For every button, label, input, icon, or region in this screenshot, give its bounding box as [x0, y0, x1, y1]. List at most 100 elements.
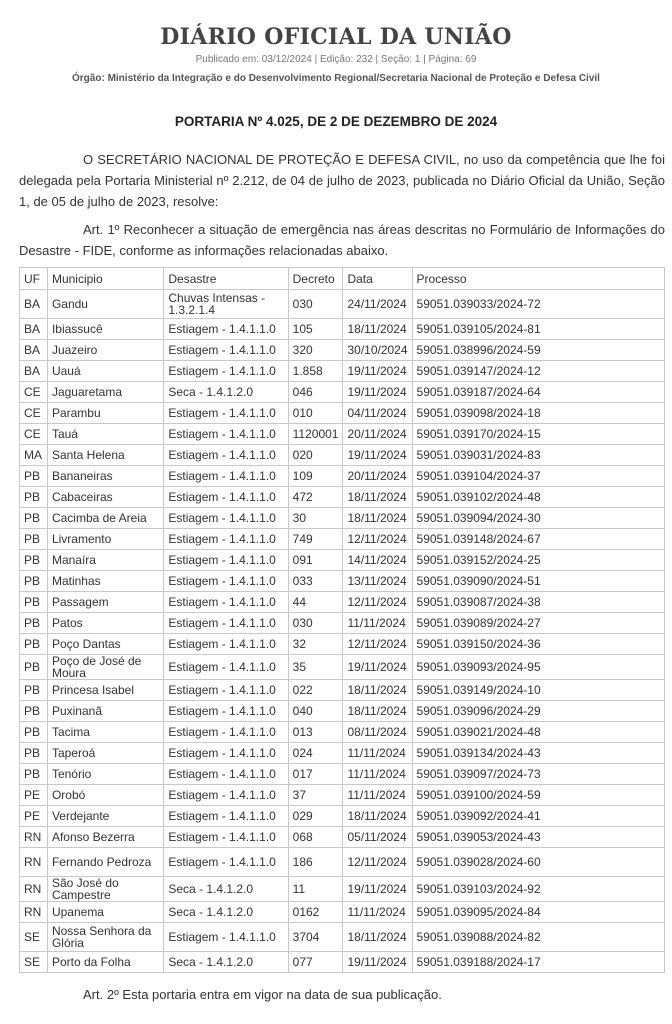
table-cell: 59051.039094/2024-30 — [411, 507, 666, 529]
table-cell: 109 — [287, 465, 344, 487]
table-cell: 59051.039028/2024-60 — [411, 847, 666, 877]
table-row: BA Ibiassucê Estiagem - 1.4.1.1.0 105 18/11/… — [19, 318, 666, 340]
table-row: PB Bananeiras Estiagem - 1.4.1.1.0 109 20/11… — [19, 465, 666, 487]
table-cell: 24/11/2024 — [342, 289, 413, 319]
table-cell: CE — [19, 423, 48, 445]
table-cell: PB — [19, 507, 48, 529]
preamble-text: O SECRETÁRIO NACIONAL DE PROTEÇÃO E DEFE… — [19, 152, 665, 209]
table-cell: PB — [19, 549, 48, 571]
table-cell: 11/11/2024 — [342, 742, 413, 764]
table-cell: Estiagem - 1.4.1.1.0 — [163, 742, 289, 764]
table-cell: Nossa Senhora da Glória — [46, 922, 165, 952]
table-cell: 59051.039092/2024-41 — [411, 805, 666, 827]
table-cell: Estiagem - 1.4.1.1.0 — [163, 465, 289, 487]
table-cell: BA — [19, 318, 48, 340]
table-cell: 59051.039170/2024-15 — [411, 423, 666, 445]
table-cell: SE — [19, 922, 48, 952]
table-row: PB Puxinanã Estiagem - 1.4.1.1.0 040 18/11/2… — [19, 700, 666, 722]
table-cell: 35 — [287, 654, 344, 680]
column-header: Decreto — [287, 267, 344, 290]
table-cell: 59051.038996/2024-59 — [411, 339, 666, 361]
table-cell: Taperoá — [46, 742, 165, 764]
table-cell: 59051.039031/2024-83 — [411, 444, 666, 466]
table-cell: 59051.039088/2024-82 — [411, 922, 666, 952]
table-cell: 19/11/2024 — [342, 654, 413, 680]
column-header: UF — [19, 267, 48, 290]
table-cell: Cacimba de Areia — [46, 507, 165, 529]
table-cell: 186 — [287, 847, 344, 877]
table-cell: 020 — [287, 444, 344, 466]
table-cell: 59051.039148/2024-67 — [411, 528, 666, 550]
table-row: PB Cacimba de Areia Estiagem - 1.4.1.1.0 30… — [19, 507, 666, 529]
table-cell: 59051.039105/2024-81 — [411, 318, 666, 340]
table-cell: 068 — [287, 826, 344, 848]
table-cell: Afonso Bezerra — [46, 826, 165, 848]
table-cell: Verdejante — [46, 805, 165, 827]
table-cell: 59051.039187/2024-64 — [411, 381, 666, 403]
table-cell: 18/11/2024 — [342, 922, 413, 952]
table-cell: 320 — [287, 339, 344, 361]
table-cell: Juazeiro — [46, 339, 165, 361]
table-row: PB Tacima Estiagem - 1.4.1.1.0 013 08/11/202… — [19, 721, 666, 743]
table-header-row: UF Municipio Desastre Decreto Data Processo — [19, 267, 666, 290]
table-cell: Estiagem - 1.4.1.1.0 — [163, 402, 289, 424]
table-cell: Jaguaretama — [46, 381, 165, 403]
table-row: RN Upanema Seca - 1.4.1.2.0 0162 11/11/2024 5… — [19, 901, 666, 923]
table-cell: PE — [19, 805, 48, 827]
table-cell: Estiagem - 1.4.1.1.0 — [163, 423, 289, 445]
table-cell: 077 — [287, 951, 344, 973]
table-cell: RN — [19, 826, 48, 848]
table-cell: 59051.039087/2024-38 — [411, 591, 666, 613]
table-cell: 749 — [287, 528, 344, 550]
table-cell: Cabaceiras — [46, 486, 165, 508]
table-cell: 30/10/2024 — [342, 339, 413, 361]
table-cell: 19/11/2024 — [342, 876, 413, 902]
table-cell: 18/11/2024 — [342, 507, 413, 529]
table-cell: 37 — [287, 784, 344, 806]
orgao-line: Órgão: Ministério da Integração e do Des… — [72, 73, 600, 84]
article-1-text: Art. 1º Reconhecer a situação de emergên… — [19, 222, 665, 258]
table-row: PB Patos Estiagem - 1.4.1.1.0 030 11/11/2024… — [19, 612, 666, 634]
table-cell: CE — [19, 402, 48, 424]
table-row: CE Parambu Estiagem - 1.4.1.1.0 010 04/11/20… — [19, 402, 666, 424]
table-cell: Estiagem - 1.4.1.1.0 — [163, 784, 289, 806]
table-cell: 32 — [287, 633, 344, 655]
article-2-text: Art. 2º Esta portaria entra em vigor na … — [83, 987, 442, 1002]
table-cell: 19/11/2024 — [342, 444, 413, 466]
table-cell: 18/11/2024 — [342, 486, 413, 508]
table-cell: 59051.039021/2024-48 — [411, 721, 666, 743]
table-cell: Bananeiras — [46, 465, 165, 487]
table-cell: Estiagem - 1.4.1.1.0 — [163, 591, 289, 613]
table-cell: PB — [19, 486, 48, 508]
table-cell: Chuvas Intensas - 1.3.2.1.4 — [163, 289, 289, 319]
table-cell: 14/11/2024 — [342, 549, 413, 571]
table-cell: Estiagem - 1.4.1.1.0 — [163, 654, 289, 680]
table-cell: 59051.039134/2024-43 — [411, 742, 666, 764]
table-cell: 0162 — [287, 901, 344, 923]
table-cell: 1.858 — [287, 360, 344, 382]
table-cell: 59051.039093/2024-95 — [411, 654, 666, 680]
table-cell: 18/11/2024 — [342, 805, 413, 827]
table-cell: Santa Helena — [46, 444, 165, 466]
table-cell: BA — [19, 289, 48, 319]
table-row: RN São José do Campestre Seca - 1.4.1.2.0 1… — [19, 876, 666, 902]
table-cell: 19/11/2024 — [342, 951, 413, 973]
table-cell: 046 — [287, 381, 344, 403]
table-cell: BA — [19, 339, 48, 361]
table-cell: 022 — [287, 679, 344, 701]
table-row: CE Jaguaretama Seca - 1.4.1.2.0 046 19/11/20… — [19, 381, 666, 403]
table-cell: 010 — [287, 402, 344, 424]
table-cell: Tauá — [46, 423, 165, 445]
table-row: PB Princesa Isabel Estiagem - 1.4.1.1.0 022… — [19, 679, 666, 701]
portaria-title: PORTARIA Nº 4.025, DE 2 DE DEZEMBRO DE 2… — [174, 114, 498, 129]
preamble-paragraph: O SECRETÁRIO NACIONAL DE PROTEÇÃO E DEFE… — [19, 149, 665, 212]
publication-info: Publicado em: 03/12/2024 | Edição: 232 |… — [195, 54, 477, 65]
table-cell: 59051.039089/2024-27 — [411, 612, 666, 634]
table-cell: PB — [19, 591, 48, 613]
publication-title: DIÁRIO OFICIAL DA UNIÃO — [160, 24, 512, 50]
table-cell: 59051.039053/2024-43 — [411, 826, 666, 848]
table-cell: Poço de José de Moura — [46, 654, 165, 680]
emergency-table: UF Municipio Desastre Decreto Data Processo B… — [19, 267, 666, 973]
table-cell: 59051.039152/2024-25 — [411, 549, 666, 571]
table-cell: 024 — [287, 742, 344, 764]
